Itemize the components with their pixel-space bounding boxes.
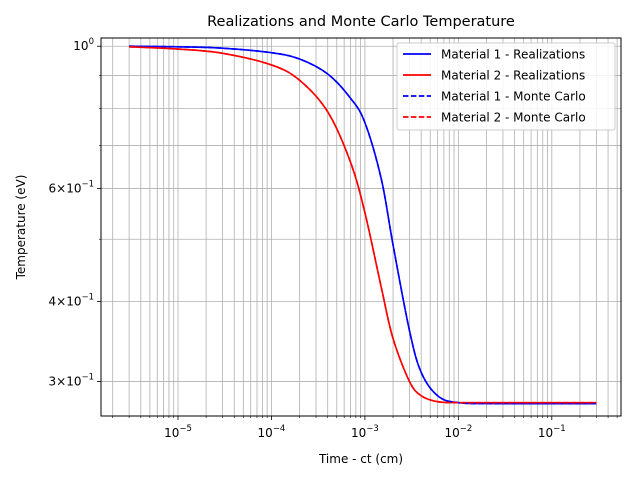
y-tick-base: 10 — [73, 39, 88, 53]
y-tick-exponent: 0 — [89, 37, 94, 47]
legend-entry-label: Material 2 - Monte Carlo — [441, 111, 586, 125]
series-group — [129, 45, 597, 405]
y-tick-exponent: −1 — [81, 292, 94, 302]
x-tick-exponent: −2 — [460, 424, 473, 434]
y-tick-mantissa: 6× — [48, 181, 66, 195]
legend-entry-label: Material 1 - Realizations — [441, 48, 585, 62]
x-tick-base: 10 — [538, 426, 553, 440]
legend-entry-label: Material 1 - Monte Carlo — [441, 90, 586, 104]
x-tick-label: 10−3 — [351, 424, 379, 440]
y-tick-label: 6×10−1 — [48, 179, 94, 195]
y-tick-base: 10 — [66, 181, 81, 195]
x-tick-label: 10−5 — [164, 424, 192, 440]
y-tick-label: 4×10−1 — [48, 292, 94, 308]
ticks: 10−5 10−4 10−3 10−2 10−11006×10−14×10−13×10−… — [48, 37, 618, 440]
legend-entry-label: Material 2 - Realizations — [441, 69, 585, 83]
y-tick-exponent: −1 — [81, 179, 94, 189]
y-tick-label: 100 — [73, 37, 94, 53]
y-tick-mantissa: 3× — [48, 374, 66, 388]
x-tick-label: 10−4 — [258, 424, 286, 440]
grid — [101, 38, 621, 416]
y-tick-label: 3×10−1 — [48, 372, 94, 388]
x-tick-exponent: −5 — [179, 424, 192, 434]
chart-title: Realizations and Monte Carlo Temperature — [207, 14, 515, 30]
y-tick-base: 10 — [66, 294, 81, 308]
x-tick-label: 10−2 — [444, 424, 472, 440]
x-tick-exponent: −1 — [553, 424, 566, 434]
series-line-material-2-monte-carlo — [129, 45, 597, 404]
series-line-material-1-monte-carlo — [129, 45, 597, 405]
legend: Material 1 - Realizations Material 2 - Re… — [396, 42, 616, 131]
x-axis-label: Time - ct (cm) — [318, 452, 403, 466]
x-tick-base: 10 — [258, 426, 273, 440]
x-tick-label: 10−1 — [538, 424, 566, 440]
x-tick-exponent: −3 — [366, 424, 379, 434]
x-tick-base: 10 — [444, 426, 459, 440]
x-tick-base: 10 — [351, 426, 366, 440]
y-tick-mantissa: 4× — [48, 294, 66, 308]
x-tick-base: 10 — [164, 426, 179, 440]
y-tick-exponent: −1 — [81, 372, 94, 382]
legend-box — [396, 42, 616, 131]
y-tick-base: 10 — [66, 374, 81, 388]
plot-frame — [100, 37, 622, 417]
y-axis-label: Temperature (eV) — [14, 175, 28, 281]
x-tick-exponent: −4 — [273, 424, 286, 434]
